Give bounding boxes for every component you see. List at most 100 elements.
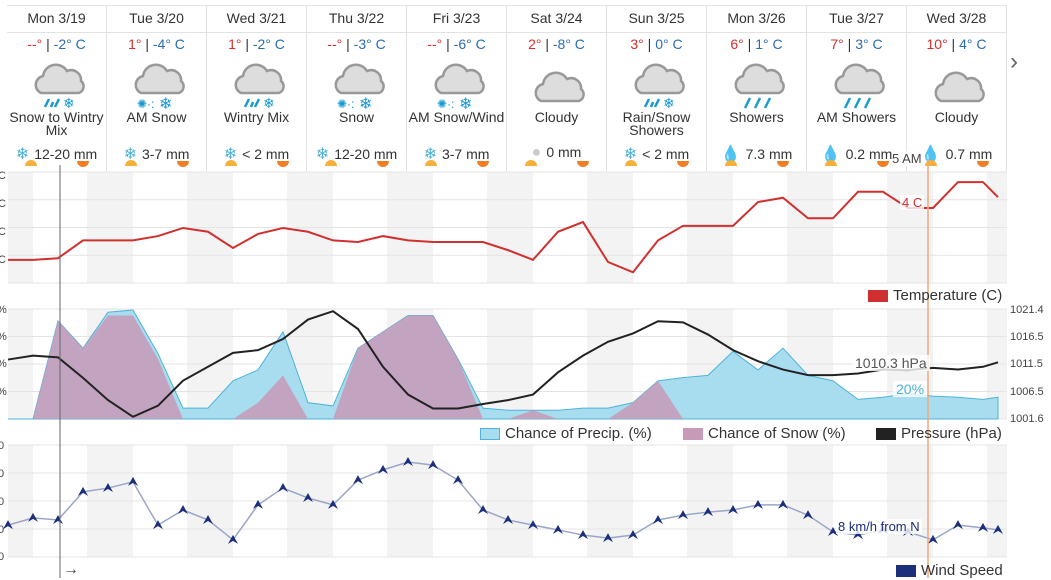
day-column[interactable]: 1° | -4° C ✺·: ❄ AM Snow ❄ 3-7 mm [107,31,207,171]
day-column[interactable]: 10° | 4° C Cloudy 💧 0.7 mm [907,31,1007,171]
wind-direction-arrow-icon [203,514,213,524]
pct-axis-tick: % [0,304,7,316]
legend-snow[interactable]: Chance of Snow (%) [683,425,846,442]
chevron-right-icon[interactable]: › [1010,48,1018,75]
precip-amount: 💧 7.3 mm [707,144,806,164]
day-header[interactable]: Mon 3/19 [7,6,107,32]
svg-text:❄: ❄ [663,95,675,111]
sunrise-icon [225,160,237,166]
day-header[interactable]: Tue 3/27 [807,6,907,32]
wind-direction-arrow-icon [628,530,638,540]
day-column[interactable]: 2° | -8° C Cloudy ● 0 mm [507,31,607,171]
day-header[interactable]: Wed 3/21 [207,6,307,32]
svg-text:❄: ❄ [359,96,372,111]
legend-swatch [896,564,916,577]
wind-direction-arrow-icon [603,533,613,543]
day-header[interactable]: Wed 3/28 [907,6,1007,32]
low-temp: -2° C [53,36,86,52]
condition-label: Cloudy [534,109,579,125]
temp-axis-tick: C [0,254,6,266]
day-temps: 3° | 0° C [607,36,706,52]
day-column[interactable]: 6° | 1° C Showers 💧 7.3 mm [707,31,807,171]
high-temp: --° [327,36,343,52]
sunrise-icon [825,160,837,166]
day-header[interactable]: Thu 3/22 [307,6,407,32]
low-temp: -3° C [353,36,386,52]
day-header[interactable]: Tue 3/20 [107,6,207,32]
wind-direction-arrow-icon [928,534,938,544]
sunset-icon [477,161,489,167]
precip-amount: ❄ 3-7 mm [407,144,506,164]
pressure-tick: 1001.6 [1010,413,1044,425]
low-temp: 1° C [755,36,783,52]
sunset-icon [277,161,289,167]
sunrise-icon [925,160,937,166]
legend-pressure[interactable]: Pressure (hPa) [876,425,1002,442]
day-column[interactable]: 1° | -2° C ❄ Wintry Mix ❄ < 2 mm [207,31,307,171]
wind-direction-arrow-icon [28,512,38,522]
day-temps: --° | -3° C [307,36,406,52]
scroll-arrow-icon[interactable]: → [63,561,79,578]
svg-text:✺·:: ✺·: [437,97,454,111]
precip-amount-text: 0.2 mm [845,146,893,162]
day-column[interactable]: 7° | 3° C AM Showers 💧 0.2 mm [807,31,907,171]
precip-amount: ❄ < 2 mm [607,144,706,164]
day-column[interactable]: --° | -6° C ✺·: ❄ AM Snow/Wind ❄ 3-7 mm [407,31,507,171]
precip-amount: ❄ 12-20 mm [307,144,406,164]
temp-separator: | [743,36,756,52]
pressure-tick: 1021.4 [1010,304,1044,316]
day-column[interactable]: --° | -2° C ❄ Snow to Wintry Mix ❄ 12-20 … [7,31,107,171]
day-header[interactable]: Fri 3/23 [407,6,507,32]
sunrise-icon [725,160,737,166]
day-header[interactable]: Sun 3/25 [607,6,707,32]
low-temp: 4° C [959,36,987,52]
legend-label: Chance of Snow (%) [708,425,846,442]
sunrise-icon [325,160,337,166]
day-column[interactable]: 3° | 0° C ❄ Rain/Snow Showers ❄ < 2 mm [607,31,707,171]
precip-amount-text: 7.3 mm [745,146,793,162]
sunset-icon [577,161,589,167]
wind-direction-arrow-icon [478,505,488,515]
precip-amount: 💧 0.2 mm [807,144,906,164]
legend-temperature[interactable]: Temperature (C) [868,287,1002,304]
condition-label: Cloudy [934,109,979,125]
wind-direction-arrow-icon [653,514,663,524]
temp-separator: | [947,36,960,52]
precip-amount-text: 12-20 mm [34,146,98,162]
wind-direction-arrow-icon [853,530,863,540]
wind-direction-arrow-icon [828,526,838,536]
low-temp: -6° C [453,36,486,52]
raindrop-icon: 💧 [820,146,841,163]
day-header[interactable]: Sat 3/24 [507,6,607,32]
pct-axis-tick: % [0,331,7,343]
condition-label: Showers [729,109,784,125]
legend-swatch [683,427,703,440]
wind-axis-tick: 0 [0,496,5,508]
day-temps: --° | -6° C [407,36,506,52]
low-temp: -4° C [152,36,185,52]
high-temp: 1° [128,36,142,52]
legend-wind[interactable]: Wind Speed [896,562,1003,579]
raindrop-icon: 💧 [720,146,741,163]
pressure-tick: 1006.5 [1010,386,1044,398]
wind-direction-arrow-icon [703,507,713,517]
wind-direction-arrow-icon [278,483,288,493]
svg-text:❄: ❄ [159,96,172,111]
legend-precip[interactable]: Chance of Precip. (%) [480,425,652,442]
day-header[interactable]: Mon 3/26 [707,6,807,32]
temp-separator: | [241,36,253,52]
wind-direction-arrow-icon [753,499,763,509]
now-time-label: 5 AM [892,151,922,166]
now-temp-label: 4 C [900,195,925,210]
day-column[interactable]: --° | -3° C ✺·: ❄ Snow ❄ 12-20 mm [307,31,407,171]
temp-axis-tick: C [0,198,6,210]
precip-amount-text: < 2 mm [642,146,690,162]
precip-amount-text: 0.7 mm [945,146,993,162]
temp-separator: | [843,36,856,52]
condition-label: Wintry Mix [223,109,290,125]
wind-direction-arrow-icon [328,499,338,509]
high-temp: 2° [528,36,542,52]
high-temp: 7° [830,36,844,52]
sunrise-icon [25,160,37,166]
now-precip-label: 20% [893,381,928,397]
